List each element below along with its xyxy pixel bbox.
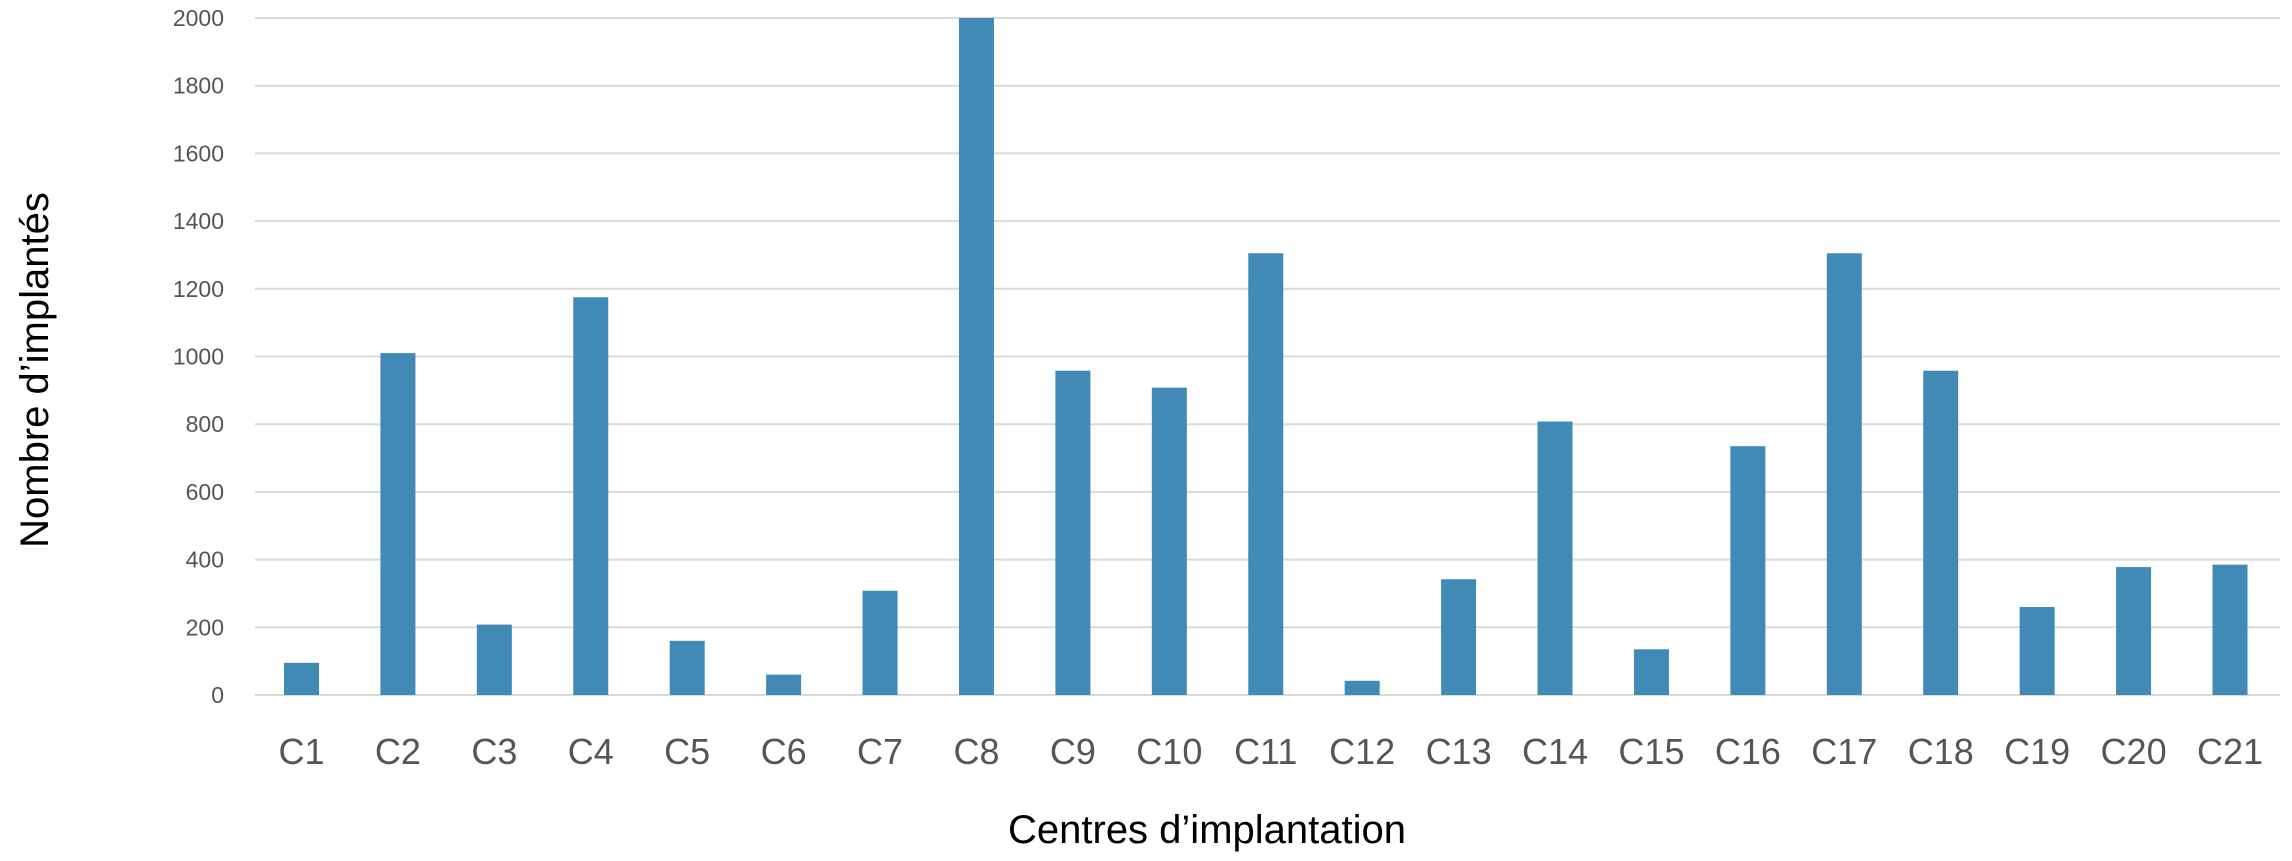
- x-tick-label: C21: [2197, 731, 2263, 772]
- bar-c7: [862, 590, 898, 695]
- bar-c6: [766, 674, 802, 695]
- bar-c13: [1441, 579, 1477, 695]
- y-tick-label: 800: [186, 411, 224, 437]
- bar-c2: [380, 353, 416, 695]
- y-tick-label: 400: [186, 547, 224, 573]
- bar-c20: [2116, 567, 2152, 695]
- x-tick-label: C18: [1908, 731, 1974, 772]
- x-tick-label: C14: [1522, 731, 1588, 772]
- y-axis-ticks: 0 200 400 600 800 1000 1200 1400 1600 1800 2000: [173, 5, 224, 708]
- x-axis-label: Centres d’implantation: [1008, 808, 1406, 852]
- y-tick-label: 1200: [173, 276, 224, 302]
- x-tick-label: C11: [1234, 731, 1297, 772]
- y-tick-label: 1600: [173, 140, 224, 166]
- y-tick-label: 1400: [173, 208, 224, 234]
- x-tick-label: C10: [1136, 731, 1202, 772]
- bar-c11: [1248, 253, 1284, 695]
- x-axis-ticks: C1 C2 C3 C4 C5 C6 C7 C8 C9 C10 C11 C12 C13 C14 C15 C16 C…: [278, 731, 2263, 772]
- x-tick-label: C20: [2101, 731, 2167, 772]
- x-tick-label: C1: [278, 731, 324, 772]
- x-tick-label: C15: [1618, 731, 1684, 772]
- x-tick-label: C12: [1329, 731, 1395, 772]
- x-tick-label: C8: [953, 731, 999, 772]
- bar-c18: [1923, 370, 1959, 695]
- x-tick-label: C6: [761, 731, 807, 772]
- bar-c16: [1730, 446, 1766, 695]
- x-tick-label: C9: [1050, 731, 1096, 772]
- bar-c9: [1055, 370, 1091, 695]
- y-tick-label: 1000: [173, 344, 224, 370]
- x-tick-label: C3: [471, 731, 517, 772]
- x-tick-label: C17: [1811, 731, 1877, 772]
- y-tick-label: 0: [211, 682, 224, 708]
- y-axis-label: Nombre d’implantés: [13, 192, 57, 548]
- bar-c19: [2019, 606, 2055, 695]
- bars: [284, 18, 2248, 695]
- x-tick-label: C19: [2004, 731, 2070, 772]
- x-tick-label: C5: [664, 731, 710, 772]
- bar-c4: [573, 297, 609, 695]
- bar-c1: [284, 662, 319, 695]
- y-tick-label: 2000: [173, 5, 224, 31]
- bar-c17: [1826, 253, 1862, 695]
- y-tick-label: 600: [186, 479, 224, 505]
- x-tick-label: C4: [568, 731, 614, 772]
- bar-c10: [1151, 387, 1187, 695]
- x-tick-label: C16: [1715, 731, 1781, 772]
- bar-c21: [2212, 564, 2248, 695]
- y-tick-label: 200: [186, 614, 224, 640]
- bar-c12: [1344, 680, 1380, 695]
- bar-c14: [1537, 421, 1573, 695]
- x-tick-label: C13: [1426, 731, 1492, 772]
- y-tick-label: 1800: [173, 73, 224, 99]
- x-tick-label: C7: [857, 731, 903, 772]
- bar-c15: [1633, 649, 1669, 695]
- bar-c5: [669, 640, 705, 695]
- bar-c8: [958, 18, 994, 695]
- bar-c3: [476, 624, 512, 695]
- x-tick-label: C2: [375, 731, 421, 772]
